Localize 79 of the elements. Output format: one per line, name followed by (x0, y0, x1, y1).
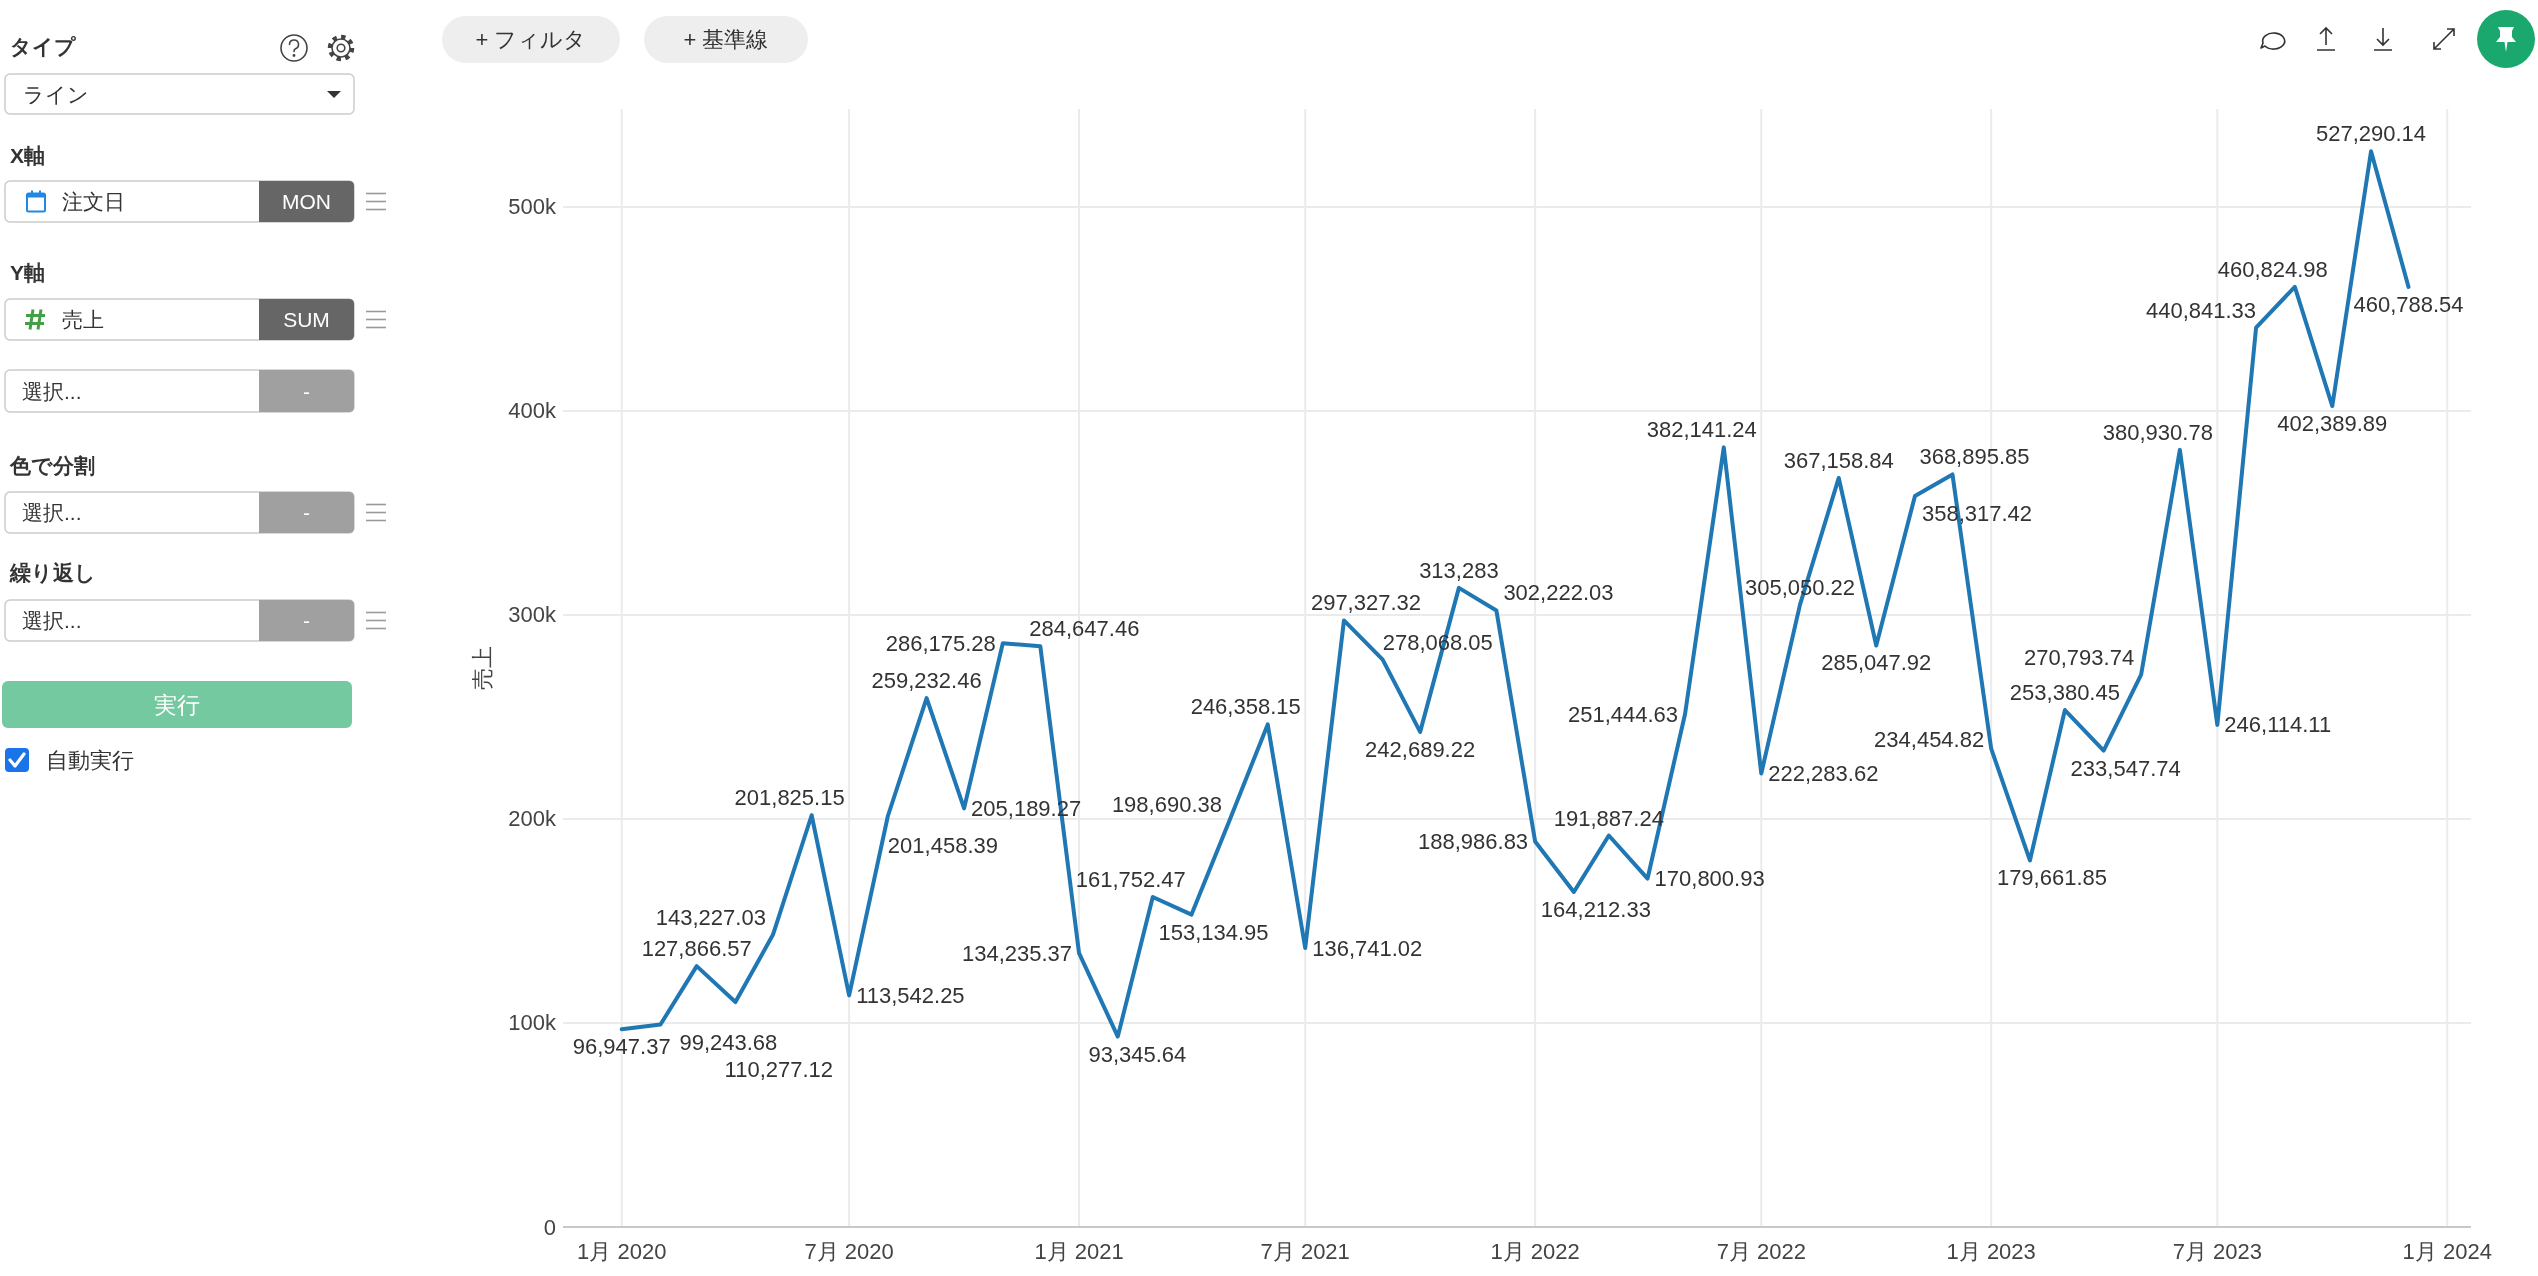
text: MON (282, 190, 331, 213)
data-label: 302,222.03 (1503, 580, 1614, 606)
data-label: 380,930.78 (2102, 419, 2213, 445)
data-label: 367,158.84 (1783, 447, 1894, 473)
data-label: 242,689.22 (1365, 736, 1476, 762)
x-tick-label: 1月 2024 (2402, 1238, 2492, 1264)
x-tick-label: 1月 2020 (577, 1238, 667, 1264)
data-label: 99,243.68 (679, 1029, 778, 1055)
data-label: 402,389.89 (2277, 411, 2388, 437)
data-label: 246,358.15 (1190, 694, 1301, 720)
data-label: 313,283 (1419, 557, 1499, 583)
data-label: 161,752.47 (1075, 867, 1186, 892)
data-label: 93,345.64 (1088, 1041, 1187, 1067)
text: + 基準線 (683, 27, 769, 52)
data-label: 222,283.62 (1768, 761, 1879, 787)
data-label: 170,800.93 (1654, 866, 1765, 892)
text: Y軸 (10, 260, 46, 284)
data-label: 297,327.32 (1310, 590, 1422, 616)
data-label: 143,227.03 (655, 904, 766, 930)
data-label: 201,458.39 (887, 833, 998, 859)
text: 選択... (22, 609, 82, 632)
data-label: 134,235.37 (961, 940, 1073, 966)
text: 自動実行 (46, 747, 134, 773)
text: 色で分割 (9, 453, 95, 477)
data-label: 233,547.74 (2070, 755, 2181, 781)
data-label: 96,947.37 (572, 1034, 671, 1060)
data-label: 460,788.54 (2353, 291, 2464, 317)
text: + フィルタ (475, 27, 587, 52)
data-label: 153,134.95 (1158, 919, 1269, 945)
data-label: 234,454.82 (1874, 727, 1985, 753)
text: - (303, 379, 310, 403)
data-label: 136,741.02 (1312, 935, 1423, 961)
data-label: 270,793.74 (2024, 644, 2135, 670)
y-tick-label: 0 (543, 1214, 556, 1240)
data-label: 201,825.15 (734, 785, 845, 811)
data-label: 284,647.46 (1029, 616, 1140, 642)
data-label: 285,047.92 (1821, 650, 1932, 676)
text: タイプ (10, 34, 76, 58)
data-label: 440,841.33 (2145, 297, 2257, 323)
data-label: 259,232.46 (871, 668, 982, 694)
y-tick-label: 200k (508, 806, 557, 832)
x-tick-label: 7月 2023 (2172, 1238, 2262, 1264)
text: ライン (23, 82, 89, 106)
x-tick-label: 7月 2022 (1716, 1238, 1806, 1264)
x-tick-label: 7月 2021 (1260, 1238, 1350, 1264)
x-tick-label: 7月 2020 (804, 1238, 894, 1264)
data-label: 527,290.14 (2315, 121, 2427, 147)
data-label: 253,380.45 (2009, 680, 2120, 706)
text: SUM (283, 308, 330, 331)
data-label: 251,444.63 (1567, 701, 1679, 727)
data-label: 382,141.24 (1646, 417, 1757, 443)
text: - (303, 609, 310, 632)
data-label: 198,690.38 (1111, 791, 1222, 817)
text: - (303, 501, 310, 524)
x-tick-label: 1月 2022 (1490, 1238, 1580, 1264)
data-label: 246,114.11 (2224, 712, 2332, 738)
text: 選択... (22, 379, 82, 403)
y-tick-label: 300k (508, 602, 557, 628)
data-label: 286,175.28 (885, 630, 996, 656)
data-label: 164,212.33 (1540, 896, 1651, 922)
y-tick-label: 400k (508, 398, 557, 424)
y-tick-label: 500k (508, 194, 557, 220)
x-tick-label: 1月 2023 (1946, 1238, 2036, 1264)
data-label: 179,661.85 (1996, 865, 2107, 891)
text: X軸 (10, 143, 46, 167)
data-label: 113,542.25 (856, 982, 965, 1008)
text: 売上 (62, 308, 104, 331)
data-label: 460,824.98 (2217, 256, 2328, 282)
data-label: 188,986.83 (1418, 828, 1529, 854)
y-tick-label: 100k (508, 1010, 557, 1036)
data-label: 368,895.85 (1919, 444, 2030, 470)
y-axis-title: 売上 (469, 646, 495, 690)
data-label: 110,277.12 (724, 1057, 834, 1083)
text: 選択... (22, 501, 82, 524)
text: 注文日 (62, 190, 125, 213)
text: 繰り返し (9, 560, 96, 584)
x-tick-label: 1月 2021 (1034, 1238, 1124, 1264)
data-label: 127,866.57 (641, 936, 752, 962)
text: 実行 (154, 691, 200, 718)
